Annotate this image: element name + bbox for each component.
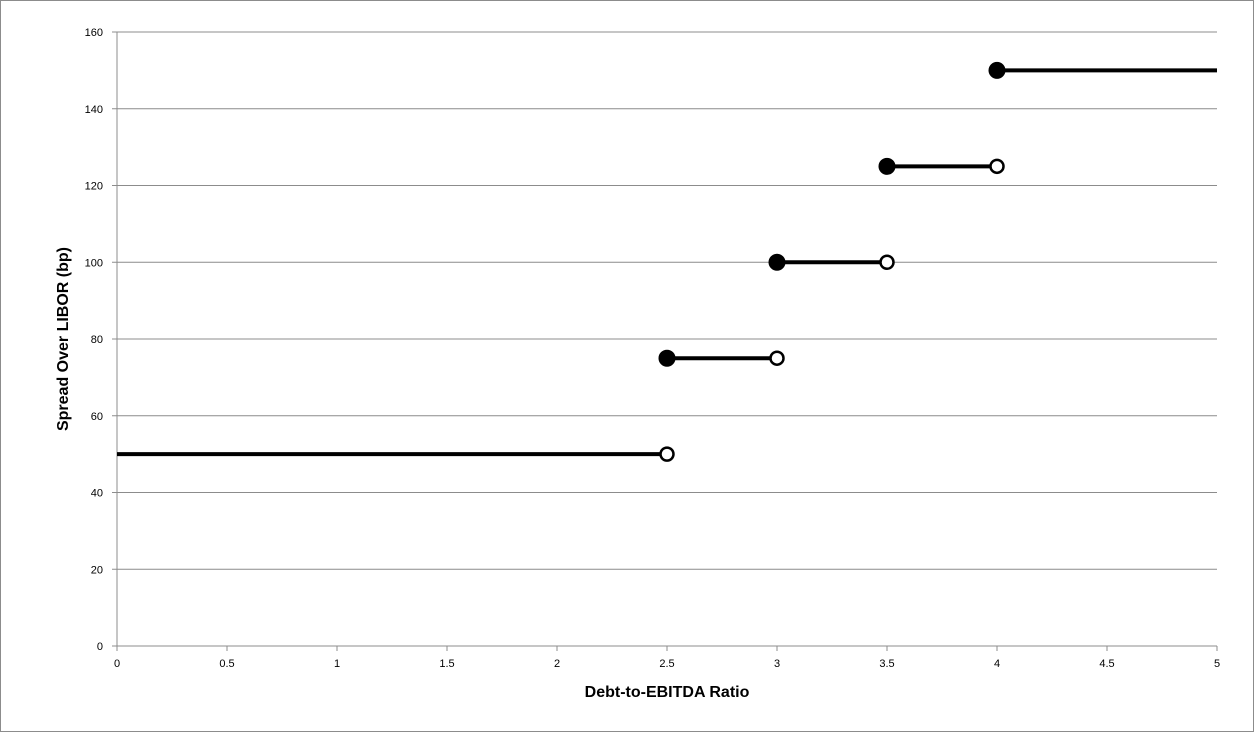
tick-labels: 0 20 40 60 80 100 120 140 160 0 0.5 1 1.5 2 2.5 3 3.5 4 4.… bbox=[85, 27, 1220, 670]
data-series bbox=[117, 61, 1217, 462]
closed-endpoint-5 bbox=[988, 61, 1006, 79]
y-tick-label: 100 bbox=[85, 257, 103, 269]
gridlines bbox=[117, 31, 1217, 570]
closed-endpoint-2 bbox=[658, 349, 676, 367]
y-axis-title: Spread Over LIBOR (bp) bbox=[55, 247, 72, 431]
closed-endpoint-3 bbox=[768, 253, 786, 271]
open-endpoint-4 bbox=[989, 158, 1005, 175]
x-tick-label: 4 bbox=[994, 658, 1000, 670]
y-tick-label: 0 bbox=[97, 641, 103, 653]
y-tick-label: 80 bbox=[91, 334, 103, 346]
x-tick-label: 4.5 bbox=[1099, 658, 1114, 670]
axes bbox=[112, 31, 1218, 651]
open-endpoint-2 bbox=[769, 350, 785, 366]
closed-endpoint-4 bbox=[878, 157, 896, 175]
x-tick-label: 1.5 bbox=[439, 658, 454, 670]
x-tick-label: 2.5 bbox=[659, 658, 674, 670]
y-tick-label: 20 bbox=[91, 564, 103, 576]
x-tick-label: 0 bbox=[114, 658, 120, 670]
y-tick-label: 120 bbox=[85, 181, 103, 193]
x-tick-label: 3 bbox=[774, 658, 780, 670]
y-tick-label: 60 bbox=[91, 411, 103, 423]
y-tick-label: 140 bbox=[85, 104, 103, 116]
x-tick-label: 0.5 bbox=[219, 658, 234, 670]
y-tick-label: 160 bbox=[85, 27, 103, 39]
x-axis-title: Debt-to-EBITDA Ratio bbox=[585, 684, 750, 701]
open-endpoint-3 bbox=[879, 254, 895, 270]
open-endpoint-1 bbox=[659, 446, 675, 462]
x-tick-label: 5 bbox=[1214, 658, 1220, 670]
y-tick-label: 40 bbox=[91, 488, 103, 500]
x-tick-label: 3.5 bbox=[879, 658, 894, 670]
x-tick-label: 2 bbox=[554, 658, 560, 670]
x-tick-label: 1 bbox=[334, 658, 340, 670]
